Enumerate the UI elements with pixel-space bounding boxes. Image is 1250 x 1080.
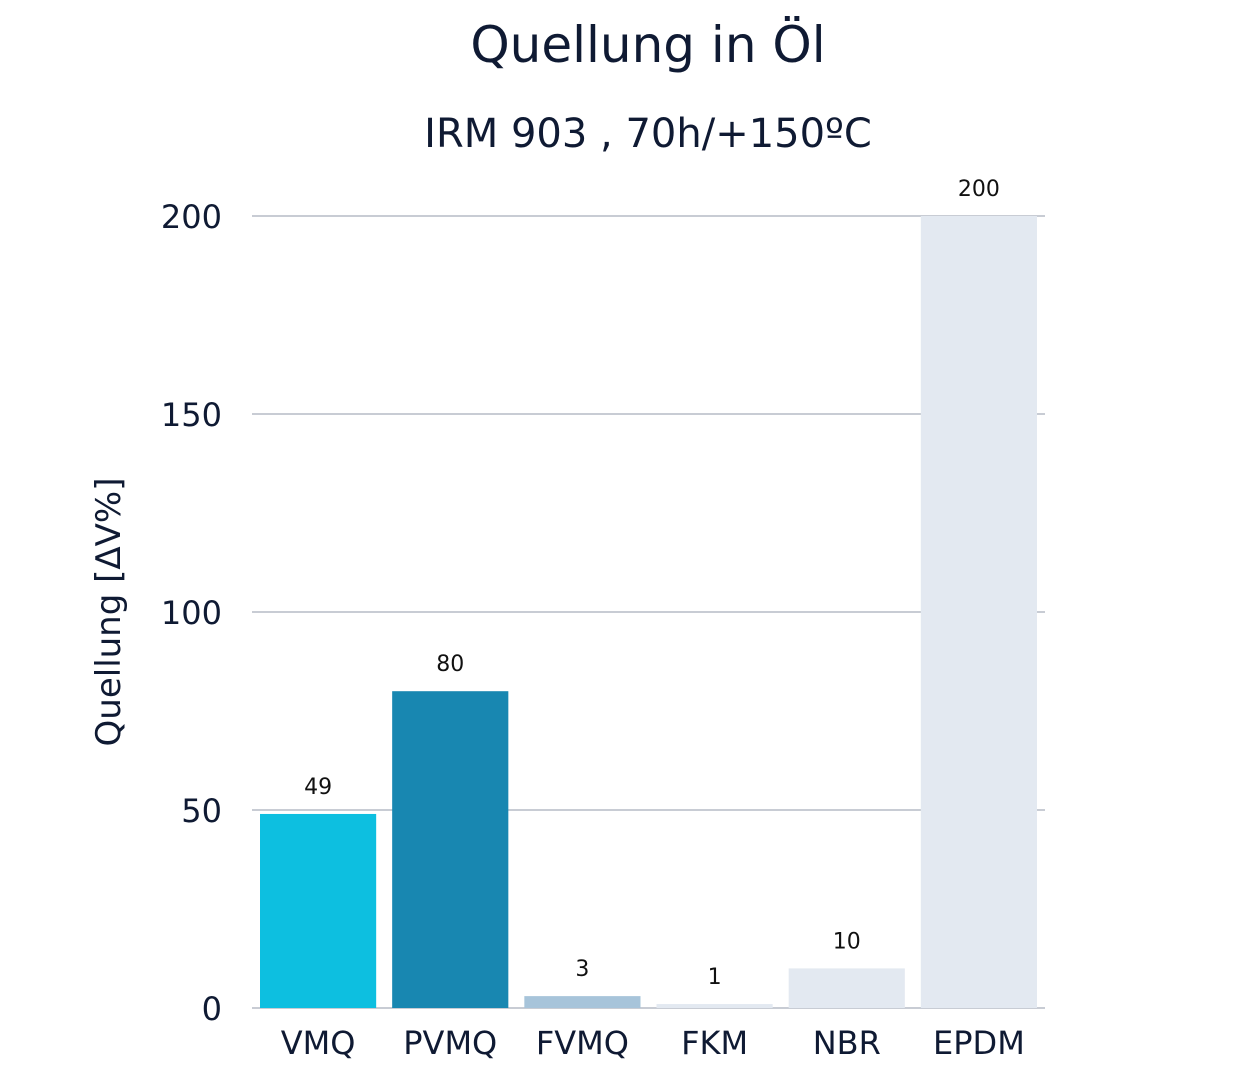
- data-label-pvmq: 80: [436, 652, 464, 677]
- bar-fkm: [656, 1004, 773, 1008]
- x-tick-label-fkm: FKM: [681, 1024, 748, 1062]
- data-label-nbr: 10: [833, 929, 861, 954]
- data-label-epdm: 200: [958, 177, 1000, 202]
- bar-pvmq: [392, 691, 509, 1008]
- bars: [260, 216, 1037, 1008]
- bar-fvmq: [524, 996, 641, 1008]
- gridlines: [252, 215, 1045, 1009]
- data-label-fvmq: 3: [575, 957, 589, 982]
- bar-vmq: [260, 813, 377, 1008]
- y-axis-ticks: 0 50 100 150 200: [161, 198, 222, 1028]
- data-label-vmq: 49: [304, 775, 332, 800]
- y-axis-label: Quellung [ΔV%]: [89, 478, 129, 747]
- bar-epdm: [920, 216, 1037, 1008]
- x-tick-label-pvmq: PVMQ: [403, 1024, 497, 1062]
- chart-subtitle: IRM 903 , 70h/+150ºC: [424, 111, 872, 157]
- data-label-fkm: 1: [708, 965, 722, 990]
- y-tick-label: 50: [181, 792, 222, 830]
- x-tick-label-nbr: NBR: [813, 1024, 881, 1062]
- y-tick-label: 200: [161, 198, 222, 236]
- x-axis-ticks: VMQ PVMQ FVMQ FKM NBR EPDM: [281, 1024, 1025, 1062]
- data-labels: 49 80 3 1 10 200: [304, 177, 1000, 990]
- y-tick-label: 100: [161, 594, 222, 632]
- x-tick-label-vmq: VMQ: [281, 1024, 356, 1062]
- x-tick-label-fvmq: FVMQ: [536, 1024, 629, 1062]
- chart-title: Quellung in Öl: [470, 16, 825, 74]
- x-tick-label-epdm: EPDM: [933, 1024, 1025, 1062]
- y-tick-label: 0: [202, 990, 222, 1028]
- bar-nbr: [788, 968, 905, 1008]
- y-tick-label: 150: [161, 396, 222, 434]
